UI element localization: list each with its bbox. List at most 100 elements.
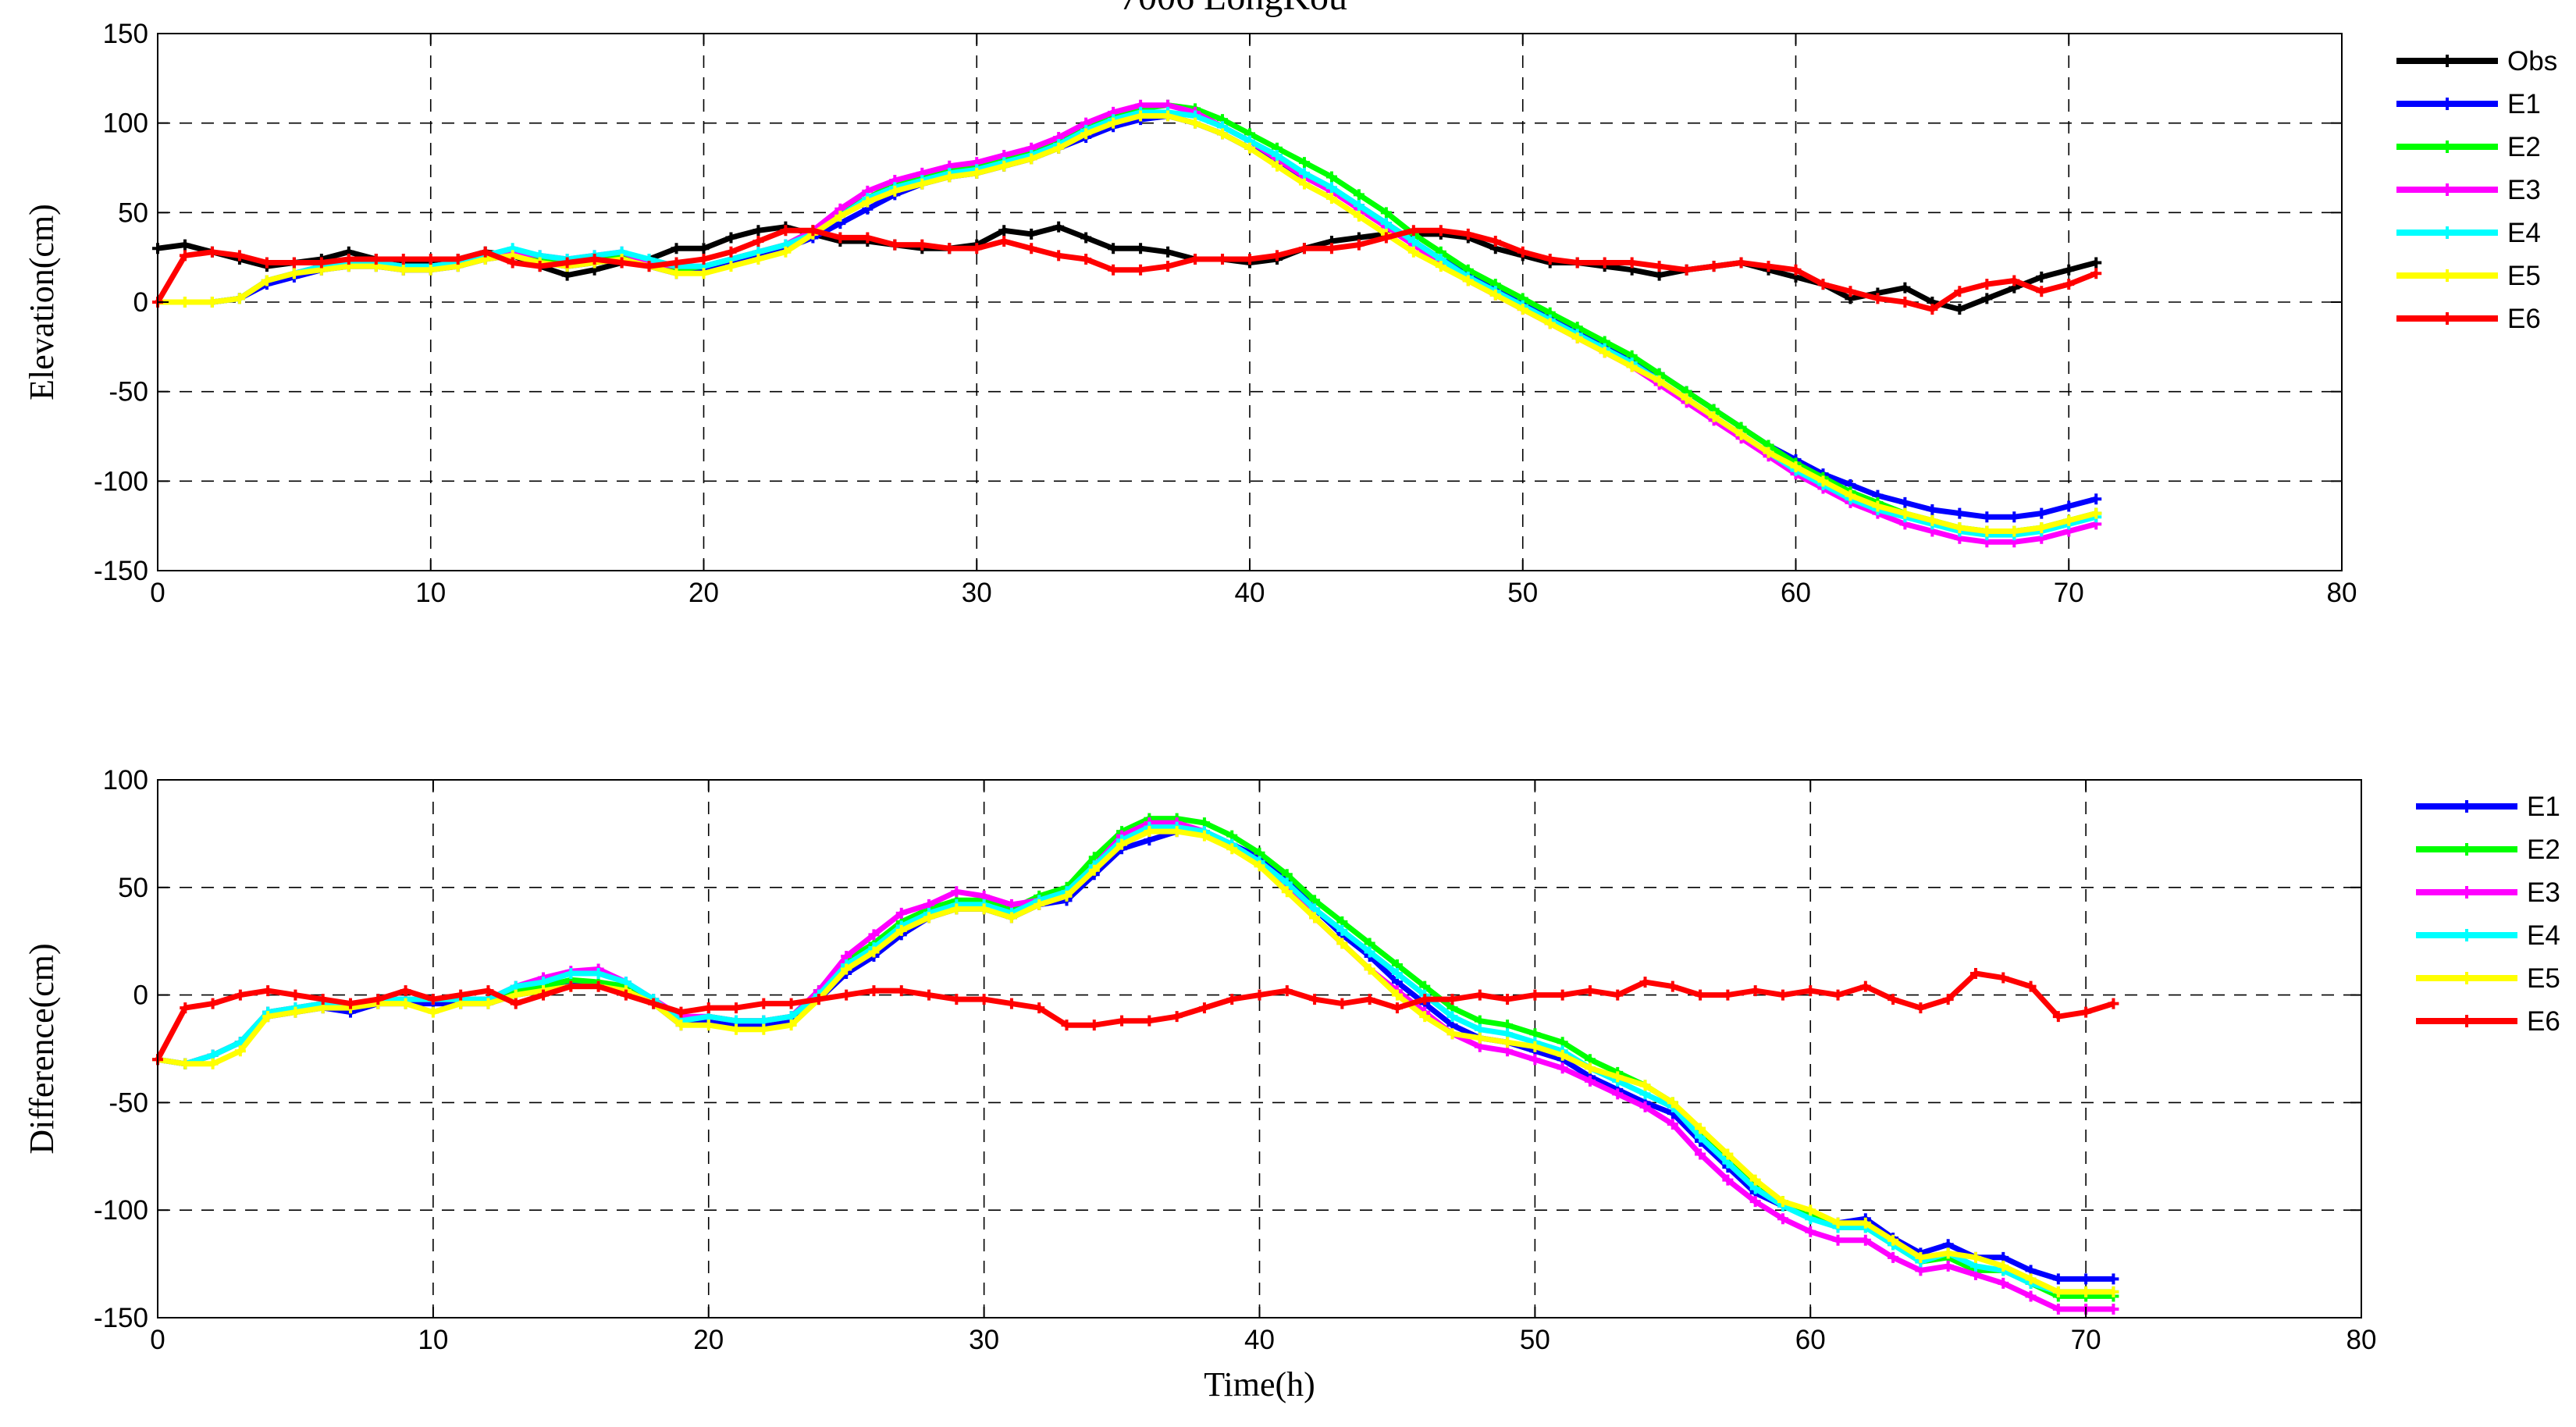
panel0-series-e5-point-1 (179, 297, 190, 308)
panel1-series-e5-point-50 (1529, 1041, 1541, 1052)
panel0-series-e6-point-15 (561, 257, 573, 269)
panel0-legend-item-e3: E3 (2396, 175, 2541, 205)
panel1-xtick-label-10: 10 (418, 1325, 448, 1355)
panel1-series-e3-point-71 (2108, 1303, 2119, 1315)
panel0-series-e6-point-69 (2036, 286, 2048, 297)
panel1-series-e6-point-26 (868, 985, 880, 997)
panel1-series-e5-point-28 (923, 912, 935, 923)
panel0-series-e6-point-28 (916, 239, 928, 251)
panel0-series-e5-point-20 (698, 268, 710, 279)
panel0-series-e4-point-41 (1271, 149, 1283, 161)
panel0-series-e5-point-55 (1653, 375, 1665, 386)
panel1-series-e6-point-25 (841, 989, 852, 1001)
panel1-series-e3-point-53 (1612, 1088, 1624, 1100)
panel0-series-e6-point-9 (397, 253, 409, 265)
panel1-series-e3-point-65 (1942, 1260, 1954, 1272)
panel0-series-e6-point-63 (1872, 293, 1884, 304)
panel1-legend-label-e1: E1 (2527, 792, 2560, 822)
panel1-series-e6-point-45 (1391, 1002, 1403, 1014)
panel0-series-e5-point-46 (1407, 246, 1419, 258)
panel1-series-e1-point-70 (2080, 1273, 2092, 1285)
panel1-series-e6-point-50 (1529, 989, 1541, 1001)
panel0-series-e5-point-25 (834, 210, 846, 222)
panel0-xtick-label-50: 50 (1507, 578, 1538, 608)
panel0-xtick-label-30: 30 (962, 578, 992, 608)
panel1-series-e6-point-17 (620, 989, 632, 1001)
panel1-series-e5-point-51 (1557, 1049, 1568, 1061)
panel0-series-e5-point-31 (998, 160, 1010, 172)
panel1-series-e6-point-65 (1942, 994, 1954, 1005)
panel1-series-e5-point-9 (400, 998, 411, 1009)
panel1-series-e6-point-40 (1254, 989, 1265, 1001)
panel1-series-e6-point-20 (703, 1002, 714, 1014)
panel1-legend-marker-e2 (2461, 843, 2472, 856)
panel0-series-e6-point-51 (1544, 253, 1556, 265)
panel1-series-e3-point-29 (951, 886, 962, 898)
panel0-y-axis-label: Elevation(cm) (23, 204, 61, 400)
panel1-series-e5-point-70 (2080, 1286, 2092, 1297)
panel0-series-e6-point-14 (534, 261, 546, 272)
panel1-legend-item-e6: E6 (2416, 1006, 2560, 1037)
panel1-series-e6-point-56 (1695, 989, 1706, 1001)
panel0-series-e5-point-43 (1325, 192, 1337, 204)
panel0-series-e5-point-23 (780, 246, 792, 258)
panel0-series-obs-point-64 (1899, 282, 1911, 294)
panel1-legend-label-e2: E2 (2527, 834, 2560, 865)
panel0-legend-label-e3: E3 (2507, 175, 2541, 205)
panel0-series-e6-point-10 (425, 253, 436, 265)
panel0-series-e6-point-58 (1735, 257, 1747, 269)
panel0-series-e6-point-25 (834, 232, 846, 244)
panel0-series-e6-point-31 (998, 236, 1010, 247)
panel0-series-e6-point-61 (1817, 279, 1829, 290)
panel1-series-e5-point-46 (1419, 1011, 1431, 1023)
panel0-series-e2-point-42 (1298, 157, 1310, 169)
panel1-series-e5-point-25 (841, 963, 852, 975)
panel0-series-e6-point-36 (1135, 264, 1147, 276)
panel0-legend-item-e4: E4 (2396, 218, 2541, 248)
panel0-series-e6-point-2 (206, 246, 218, 258)
panel1-series-e5-point-66 (1969, 1251, 1981, 1263)
panel1-legend-label-e3: E3 (2527, 877, 2560, 908)
panel0-series-e6-point-34 (1080, 253, 1092, 265)
panel1-series-e3-point-60 (1805, 1226, 1816, 1237)
panel0-series-e5-point-30 (971, 167, 983, 179)
panel0-series-e6-point-18 (643, 261, 655, 272)
panel0-series-e5-point-4 (261, 275, 272, 286)
panel0-series-e5-point-53 (1599, 347, 1610, 358)
panel0-series-e5-point-71 (2090, 507, 2102, 519)
panel0-series-e6-point-20 (698, 253, 710, 265)
panel1-series-e6-point-43 (1336, 998, 1348, 1009)
panel0-series-e5-point-54 (1626, 361, 1638, 372)
panel0-series-e5-point-51 (1544, 318, 1556, 329)
panel1-series-e6-point-68 (2025, 980, 2037, 992)
panel0-series-e5-point-32 (1026, 153, 1037, 165)
panel0-series-e6-point-46 (1407, 225, 1419, 237)
panel0-legend-marker-e1 (2442, 98, 2453, 110)
panel0-series-obs-point-66 (1954, 304, 1966, 315)
panel1-series-e1-point-71 (2108, 1273, 2119, 1285)
panel1-xtick-label-0: 0 (150, 1325, 165, 1355)
panel0-series-e5-point-59 (1763, 447, 1774, 458)
panel0-series-e6-point-43 (1325, 243, 1337, 254)
panel1-series-e6-point-63 (1888, 994, 1899, 1005)
panel0-series-e6-point-37 (1162, 261, 1174, 272)
panel1-series-e5-point-68 (2025, 1273, 2037, 1285)
elevation-panel: 0 10 20 30 40 50 60 70 80 -150 -100 -50 0 50 100 150 Ele… (23, 19, 2557, 608)
panel0-series-e5-point-39 (1217, 128, 1229, 140)
panel1-series-e6-point-7 (345, 998, 357, 1009)
panel0-series-e6-point-59 (1763, 261, 1774, 272)
panel0-legend-marker-e4 (2442, 226, 2453, 239)
panel1-xtick-label-30: 30 (969, 1325, 999, 1355)
panel0-legend-label-e2: E2 (2507, 132, 2541, 162)
panel1-series-e6-point-14 (538, 989, 550, 1001)
panel0-series-e5-point-29 (944, 171, 955, 183)
panel1-series-e5-point-21 (731, 1023, 742, 1035)
panel1-series-e5-point-19 (675, 1020, 687, 1031)
panel0-series-obs-point-37 (1162, 246, 1174, 258)
panel0-legend-label-e1: E1 (2507, 89, 2541, 119)
panel0-series-e6-point-54 (1626, 257, 1638, 269)
panel0-series-e5-point-22 (753, 253, 764, 265)
panel0-series-e5-point-2 (206, 297, 218, 308)
panel1-series-e5-point-30 (978, 903, 990, 915)
panel1-series-e5-point-32 (1034, 899, 1045, 910)
